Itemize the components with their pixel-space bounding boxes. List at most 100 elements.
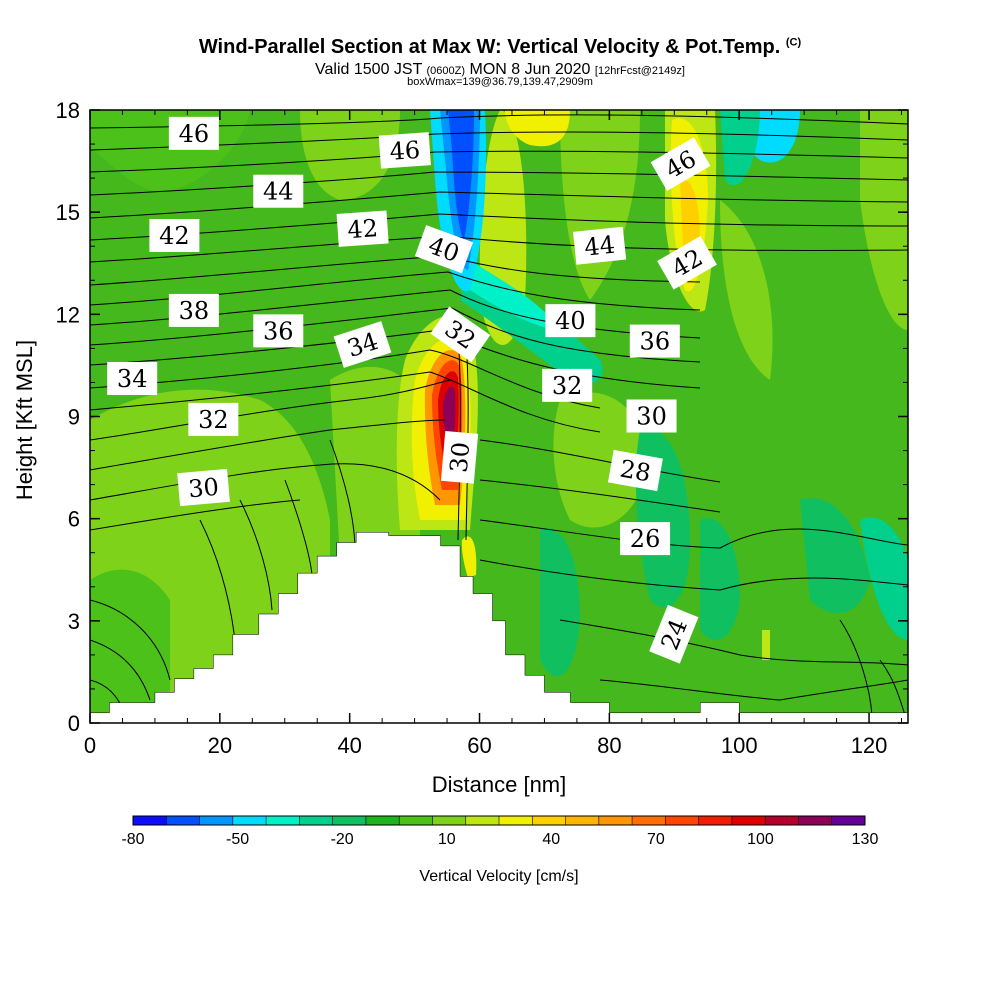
isentrope-line [199, 519, 236, 641]
field-patch [90, 569, 170, 723]
colorbar-swatch [532, 816, 566, 825]
contour-label-text: 42 [159, 222, 190, 250]
contour-label-text: 38 [179, 297, 210, 325]
contour-label-text: 40 [555, 307, 586, 335]
contour-label-box [253, 314, 304, 348]
contour-label-text: 36 [263, 317, 294, 345]
colorbar-swatch [665, 816, 699, 825]
contour-label: 42 [149, 219, 200, 253]
colorbar-tick-label: 10 [438, 831, 456, 848]
downdraft-inner [448, 110, 474, 240]
colorbar-title: Vertical Velocity [cm/s] [419, 868, 578, 885]
colorbar-swatch [731, 816, 766, 825]
field-patch [762, 630, 770, 660]
isentrope-line [90, 379, 451, 441]
contour-label-box [440, 430, 479, 484]
contour-label-text: 44 [263, 178, 294, 206]
contour-label-text: 30 [636, 403, 667, 431]
contour-label-box [168, 293, 219, 327]
field-patch [470, 260, 560, 330]
valid-date: MON 8 Jun 2020 [469, 61, 591, 78]
isentrope-line [90, 114, 908, 129]
contour-label-box [607, 449, 663, 492]
isentrope-line [599, 679, 908, 701]
contour-label-box [149, 219, 200, 253]
contour-label: 36 [253, 314, 304, 348]
contour-label-text: 34 [117, 365, 148, 393]
contour-label: 30 [626, 399, 677, 433]
contour-label-box [414, 225, 474, 274]
contour-label: 30 [177, 468, 230, 507]
contour-label: 30 [440, 430, 479, 484]
y-axis-title: Height [Kft MSL] [12, 340, 37, 500]
contour-label-box [430, 306, 491, 363]
contour-label-text: 30 [445, 441, 476, 474]
isentrope-line [90, 371, 601, 433]
y-tick-label: 6 [68, 507, 80, 532]
colorbar-swatch [133, 816, 167, 825]
x-axis: 0 20 40 60 80 100 120 [84, 110, 903, 758]
colorbar-swatch [299, 816, 333, 825]
valid-utc: (0600Z) [426, 65, 466, 77]
colorbar-swatch [499, 816, 533, 825]
colorbar-swatch [632, 816, 666, 825]
isentrope-line [239, 499, 273, 611]
isentrope-line [90, 349, 601, 409]
contour-label: 40 [545, 304, 596, 338]
contour-label-box [572, 226, 627, 265]
field-patch [860, 110, 908, 330]
valid-prefix: Valid 1500 JST [315, 61, 423, 78]
contour-label-box [650, 137, 711, 191]
y-tick-label: 12 [56, 302, 80, 327]
colorbar-tick-label: 100 [747, 831, 774, 848]
contour-label-box [620, 522, 671, 556]
isentrope-line [479, 439, 721, 483]
box-info: boxWmax=139@36.79,139.47,2909m [407, 76, 593, 88]
isentrope-line [479, 559, 908, 591]
contour-label: 44 [253, 174, 304, 208]
contour-label-text: 46 [389, 136, 421, 166]
isentrope-line [90, 171, 908, 196]
contour-label: 28 [607, 449, 663, 492]
isentrope-line [90, 463, 441, 501]
contour-label-box [657, 236, 717, 290]
isentrope-line [90, 599, 171, 681]
isentrope-line [90, 150, 908, 173]
colorbar-swatch [399, 816, 433, 825]
contour-label-box [542, 368, 593, 402]
isentrope-line [90, 499, 301, 531]
colorbar-swatch [232, 816, 267, 825]
field-patch [860, 517, 908, 640]
x-tick-label: 100 [721, 733, 758, 758]
contour-label: 38 [168, 293, 219, 327]
isentrope-line [479, 519, 908, 549]
contour-label: 42 [336, 210, 389, 247]
contour-label-text: 32 [552, 372, 583, 400]
x-tick-label: 20 [208, 733, 232, 758]
colorbar-tick-label: 70 [647, 831, 665, 848]
contour-label-text: 30 [187, 473, 220, 504]
colorbar-swatch [465, 816, 500, 825]
contour-label-box [107, 362, 158, 396]
chart-title-mark: (C) [785, 36, 802, 49]
isentrope-line [90, 191, 908, 219]
isentrope-line [839, 619, 873, 716]
x-tick-label: 40 [337, 733, 361, 758]
contour-label-text: 32 [198, 406, 229, 434]
colorbar-tick-label: -20 [331, 831, 354, 848]
contour-label: 32 [188, 402, 239, 436]
contour-label-box [333, 321, 392, 368]
colorbar-tick-label: -80 [121, 831, 144, 848]
colorbar-swatch [332, 816, 367, 825]
field-patch [330, 366, 420, 560]
field-patch [800, 498, 870, 614]
y-tick-label: 18 [56, 98, 80, 123]
isentrope-line [479, 479, 721, 513]
contour-label: 44 [572, 226, 627, 265]
contour-label-box [378, 132, 431, 169]
updraft-lower [461, 536, 477, 578]
field-patch [505, 110, 570, 147]
colorbar-swatch [166, 816, 200, 825]
